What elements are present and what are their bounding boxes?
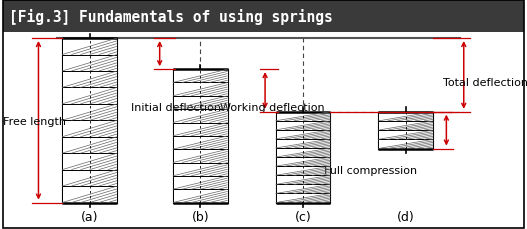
- Bar: [378, 140, 433, 149]
- Text: Working deflection: Working deflection: [220, 103, 325, 113]
- Bar: [378, 112, 433, 121]
- Bar: [276, 166, 330, 175]
- Bar: [173, 163, 228, 176]
- Bar: [276, 139, 330, 148]
- Bar: [62, 39, 117, 55]
- Bar: [378, 121, 433, 131]
- Text: (c): (c): [295, 210, 311, 223]
- Text: [Fig.3] Fundamentals of using springs: [Fig.3] Fundamentals of using springs: [9, 9, 333, 25]
- Text: (b): (b): [191, 210, 209, 223]
- Bar: [62, 137, 117, 153]
- Bar: [276, 130, 330, 139]
- Bar: [173, 136, 228, 150]
- Bar: [378, 131, 433, 140]
- Text: Initial deflection: Initial deflection: [131, 103, 221, 113]
- Text: Free length: Free length: [3, 116, 66, 126]
- Bar: [62, 55, 117, 72]
- Bar: [62, 104, 117, 121]
- Bar: [62, 186, 117, 203]
- Bar: [173, 83, 228, 96]
- Bar: [276, 121, 330, 130]
- Bar: [173, 189, 228, 203]
- Bar: [62, 88, 117, 104]
- Bar: [276, 185, 330, 194]
- Bar: [62, 170, 117, 186]
- Bar: [276, 194, 330, 203]
- Bar: [173, 70, 228, 83]
- Bar: [173, 110, 228, 123]
- Bar: [3, 1, 524, 33]
- Text: Full compression: Full compression: [324, 166, 417, 176]
- Text: (d): (d): [397, 210, 415, 223]
- Bar: [173, 150, 228, 163]
- Text: (a): (a): [81, 210, 99, 223]
- Bar: [276, 148, 330, 158]
- Bar: [62, 72, 117, 88]
- Bar: [276, 112, 330, 121]
- Bar: [173, 96, 228, 110]
- Bar: [62, 153, 117, 170]
- Bar: [62, 121, 117, 137]
- Bar: [173, 123, 228, 136]
- Text: Total deflection: Total deflection: [443, 77, 527, 87]
- Bar: [173, 176, 228, 189]
- Bar: [276, 175, 330, 185]
- Bar: [276, 158, 330, 166]
